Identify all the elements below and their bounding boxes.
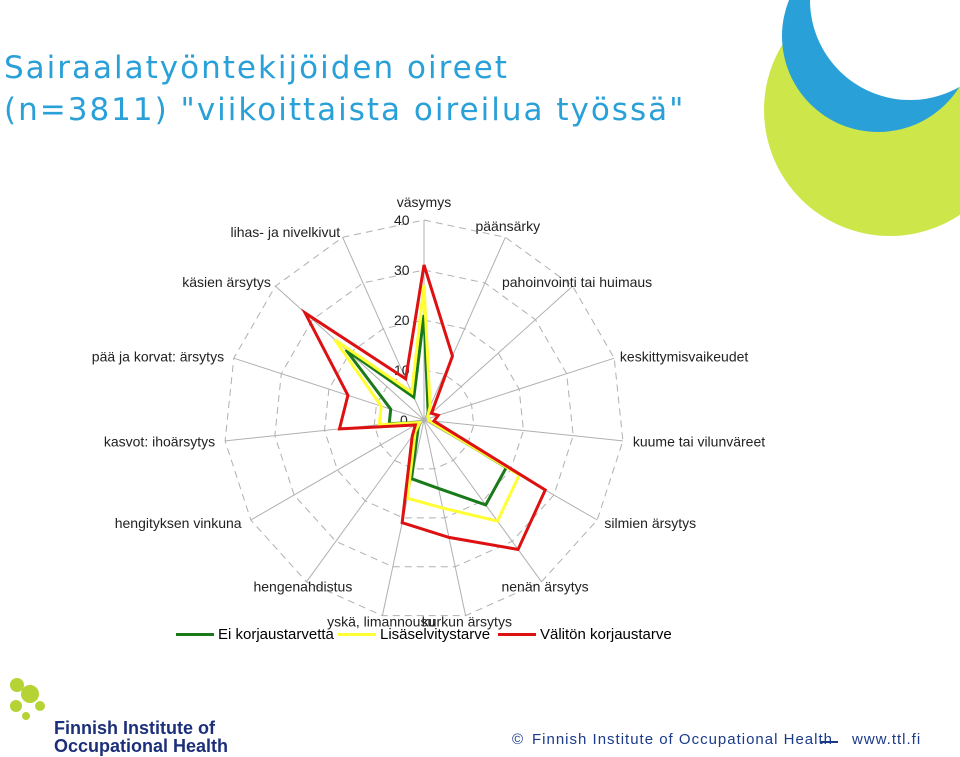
legend-swatch-1 [338, 633, 376, 636]
series-line [301, 264, 548, 552]
legend-item-1: Lisäselvitystarve [338, 626, 490, 643]
axis-label: nenän ärsytys [501, 579, 588, 595]
r-tick-label: 40 [394, 212, 410, 228]
axis-label: hengityksen vinkuna [115, 515, 242, 531]
legend-label-0: Ei korjaustarvetta [218, 626, 334, 643]
axis-label: käsien ärsytys [182, 274, 271, 290]
axis-spoke [250, 419, 425, 521]
axis-label: pää ja korvat: ärsytys [92, 348, 224, 364]
logo-mark-icon [10, 678, 45, 720]
axis-label: kurkun ärsytys [422, 613, 512, 629]
legend-swatch-2 [498, 633, 536, 636]
axis-label: kuume tai vilunväreet [633, 434, 765, 450]
grid-ring [373, 369, 475, 470]
axis-spoke [423, 419, 467, 616]
series-line [333, 284, 522, 523]
axis-label: silmien ärsytys [604, 515, 696, 531]
page-subtitle: (n=3811) "viikoittaista oireilua työssä" [4, 92, 686, 128]
axis-label: lihas- ja nivelkivut [230, 224, 340, 240]
axis-spoke [306, 419, 425, 583]
footer-website: www.ttl.fi [852, 731, 922, 748]
logo-line-1: Finnish Institute of [54, 718, 215, 738]
axis-label: hengenahdistus [253, 579, 352, 595]
axis-label: väsymys [397, 194, 451, 210]
r-tick-label: 0 [400, 412, 408, 428]
r-tick-label: 20 [394, 312, 410, 328]
legend-item-0: Ei korjaustarvetta [176, 626, 334, 643]
axis-spoke [342, 237, 425, 421]
logo-line-2: Occupational Health [54, 736, 229, 756]
page-title: Sairaalatyöntekijöiden oireet [4, 50, 509, 86]
axis-spoke [423, 419, 542, 583]
axis-spoke [423, 357, 615, 421]
legend-label-1: Lisäselvitystarve [380, 626, 491, 643]
legend-label-2: Välitön korjaustarve [540, 626, 672, 643]
axis-spoke [423, 237, 506, 421]
axis-label: yskä, limannousu [327, 613, 435, 629]
r-tick-label: 30 [394, 262, 410, 278]
axis-label: päänsärky [475, 218, 540, 234]
axis-label: kasvot: ihoärsytys [104, 434, 215, 450]
legend-swatch-0 [176, 633, 214, 636]
footer-separator [820, 741, 838, 743]
grid-ring [224, 219, 624, 617]
legend-item-2: Välitön korjaustarve [498, 626, 672, 643]
white-circle-shape [810, 0, 960, 100]
axis-spoke [423, 285, 573, 421]
grid-ring [324, 319, 524, 519]
axis-spoke [423, 419, 623, 442]
copyright-icon: © [512, 731, 525, 748]
axis-label: pahoinvointi tai huimaus [502, 274, 652, 290]
axis-spoke [233, 357, 425, 421]
institute-logo: Finnish Institute of Occupational Health [8, 676, 228, 756]
footer-organization: Finnish Institute of Occupational Health [532, 731, 833, 748]
axis-label: keskittymisvaikeudet [620, 348, 748, 364]
